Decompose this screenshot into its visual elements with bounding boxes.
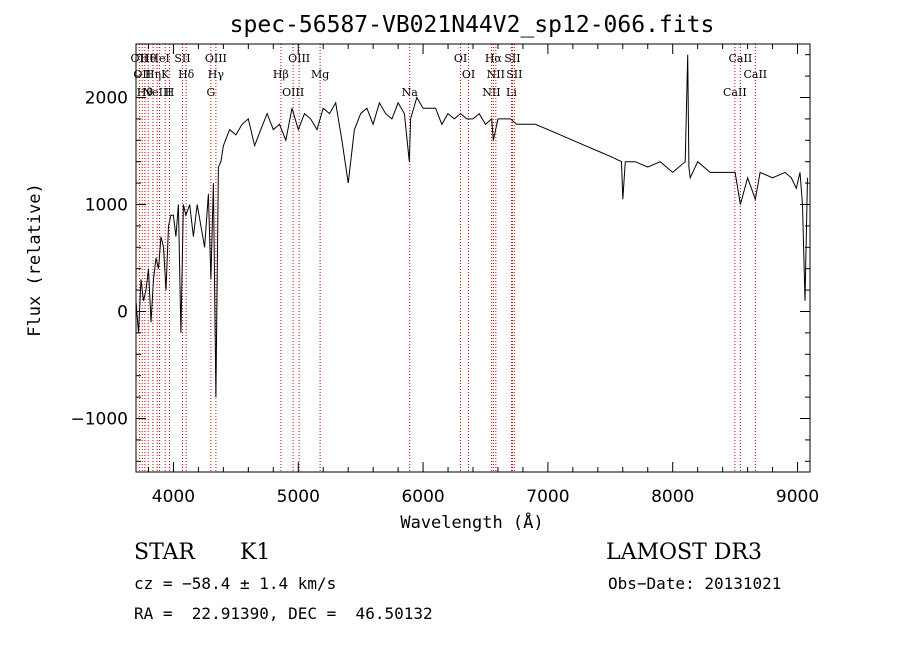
y-axis-label: Flux (relative) [25, 183, 45, 337]
x-axis-label: Wavelength (Å) [400, 511, 543, 533]
spectral-line-label: G [206, 86, 215, 99]
x-tick-label: 4000 [152, 487, 195, 507]
spectral-line-label: OIII [288, 52, 310, 65]
spectral-line-label: SII [174, 52, 190, 65]
spectral-line-label: NeIII [143, 86, 172, 99]
y-tick-label: 0 [117, 303, 128, 323]
survey-name: LAMOST DR3 [606, 540, 762, 565]
spectral-line-label: Na [402, 86, 419, 99]
spectral-line-label: Hβ [273, 68, 289, 81]
x-tick-label: 9000 [776, 487, 819, 507]
spectral-line-label: OIII [205, 52, 227, 65]
y-axis-ticks: −1000 0 1000 2000 [70, 54, 810, 462]
spectral-line-label: Hγ [208, 68, 225, 81]
plot-frame [135, 43, 811, 473]
spectral-line-label: OIII [282, 86, 304, 99]
spectral-line-label: H [165, 86, 175, 99]
spectral-line-label: OI [454, 52, 467, 65]
spectral-line-label: Hθ [137, 86, 154, 99]
spectral-line-label: CaII [729, 52, 753, 65]
spectral-line-label: Hα [485, 52, 503, 65]
x-axis-ticks: 4000 5000 6000 7000 8000 9000 [147, 44, 819, 507]
x-tick-label: 5000 [277, 487, 320, 507]
object-class: STAR [134, 540, 195, 565]
spectral-line-label: CaII [723, 86, 747, 99]
y-tick-label: 1000 [85, 196, 128, 216]
spectral-line-label: Hη [145, 68, 161, 81]
x-tick-label: 6000 [401, 487, 444, 507]
spectral-line-label: OI [462, 68, 475, 81]
object-subclass: K1 [240, 540, 271, 565]
spectral-line-label: HeI [149, 52, 169, 65]
chart-title: spec-56587-VB021N44V2_sp12-066.fits [230, 12, 715, 38]
obs-date-text: Obs−Date: 20131021 [608, 574, 782, 593]
y-tick-label: −1000 [70, 410, 128, 430]
spectral-line-label: OII [133, 68, 151, 81]
x-tick-label: 7000 [526, 487, 569, 507]
spectral-lines [138, 44, 756, 472]
spectral-line-label: Li [506, 86, 517, 99]
spectral-line-label: SII [506, 68, 522, 81]
redshift-text: cz = −58.4 ± 1.4 km/s [134, 574, 337, 593]
spectral-line-label: Mg [311, 68, 329, 81]
spectral-line-label: NII [482, 86, 500, 99]
coordinates-text: RA = 22.91390, DEC = 46.50132 [134, 604, 433, 623]
spectral-line-label: SII [504, 52, 520, 65]
spectral-line-label: OII [131, 52, 149, 65]
x-tick-label: 8000 [651, 487, 694, 507]
spectral-line-label: Hδ [178, 68, 195, 81]
spectral-line-label: NII [487, 68, 505, 81]
y-tick-label: 2000 [85, 89, 128, 109]
spectral-line-label: Hθ [140, 52, 157, 65]
spectrum-line [135, 54, 808, 398]
spectral-line-label: K [161, 68, 170, 81]
spectral-line-label: CaII [743, 68, 767, 81]
